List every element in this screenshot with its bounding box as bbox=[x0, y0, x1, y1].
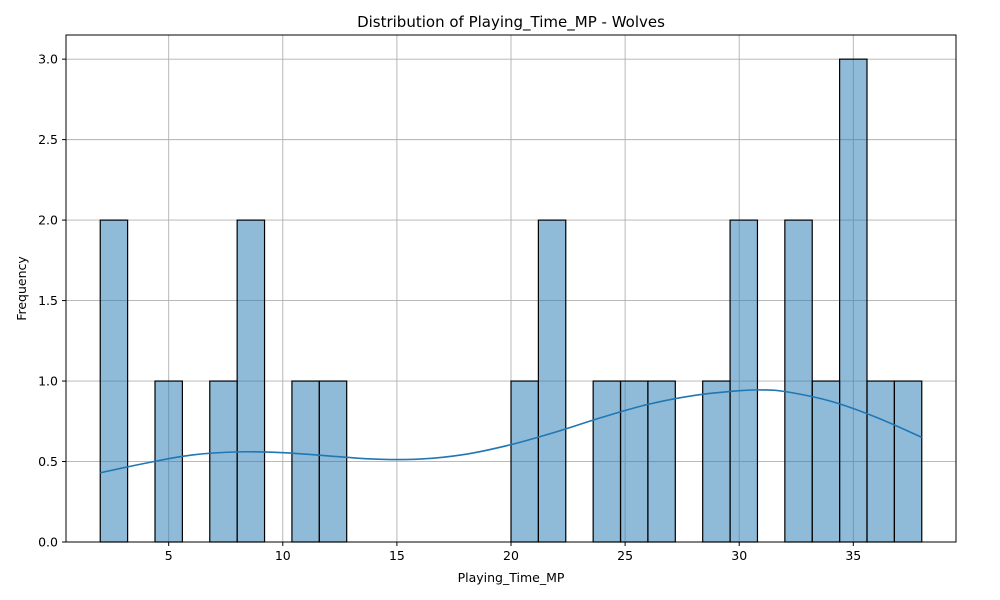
y-axis-ticks: 0.0 0.5 1.0 1.5 2.0 2.5 3.0 bbox=[38, 52, 66, 550]
x-tick-label: 35 bbox=[845, 548, 861, 563]
histogram-bar bbox=[99, 219, 129, 543]
histogram-bar bbox=[291, 380, 320, 543]
x-axis-ticks: 5 10 15 20 25 30 35 bbox=[165, 542, 861, 563]
histogram-bar bbox=[702, 380, 731, 543]
histogram-bar bbox=[784, 219, 813, 543]
histogram-bar bbox=[318, 380, 348, 543]
y-tick-label: 2.5 bbox=[38, 132, 58, 147]
kde-curve bbox=[100, 389, 923, 474]
histogram-bar bbox=[729, 219, 759, 543]
x-tick-label: 10 bbox=[275, 548, 291, 563]
y-tick-label: 2.0 bbox=[38, 213, 58, 228]
histogram-bar bbox=[236, 219, 266, 543]
histogram-bar bbox=[839, 58, 868, 543]
y-tick-label: 1.0 bbox=[38, 374, 58, 389]
chart-title: Distribution of Playing_Time_MP - Wolves bbox=[357, 13, 665, 32]
x-tick-label: 30 bbox=[731, 548, 747, 563]
histogram-bar bbox=[510, 380, 539, 543]
histogram-bar bbox=[647, 380, 676, 543]
histogram-bar bbox=[154, 380, 183, 543]
x-axis-label: Playing_Time_MP bbox=[458, 570, 565, 585]
x-tick-label: 25 bbox=[617, 548, 633, 563]
histogram-bar bbox=[592, 380, 622, 543]
histogram-bar bbox=[893, 380, 923, 543]
histogram-bar bbox=[209, 380, 238, 543]
x-tick-label: 15 bbox=[389, 548, 405, 563]
y-tick-label: 3.0 bbox=[38, 52, 58, 67]
x-tick-label: 5 bbox=[165, 548, 173, 563]
y-tick-label: 1.5 bbox=[38, 293, 58, 308]
y-tick-label: 0.0 bbox=[38, 535, 58, 550]
y-tick-label: 0.5 bbox=[38, 454, 58, 469]
y-axis-label: Frequency bbox=[14, 256, 29, 321]
histogram-bar bbox=[866, 380, 895, 543]
x-tick-label: 20 bbox=[503, 548, 519, 563]
histogram-bar bbox=[811, 380, 841, 543]
histogram-bar bbox=[537, 219, 567, 543]
